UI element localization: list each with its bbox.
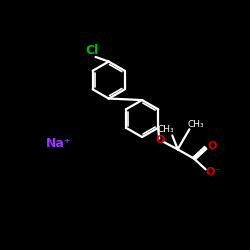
Text: O: O — [207, 141, 216, 151]
Text: O: O — [156, 135, 165, 145]
Text: Na⁺: Na⁺ — [46, 138, 71, 150]
Text: CH₃: CH₃ — [158, 125, 174, 134]
Text: CH₃: CH₃ — [187, 120, 204, 129]
Text: Cl: Cl — [86, 44, 99, 57]
Text: O⁻: O⁻ — [206, 168, 221, 177]
